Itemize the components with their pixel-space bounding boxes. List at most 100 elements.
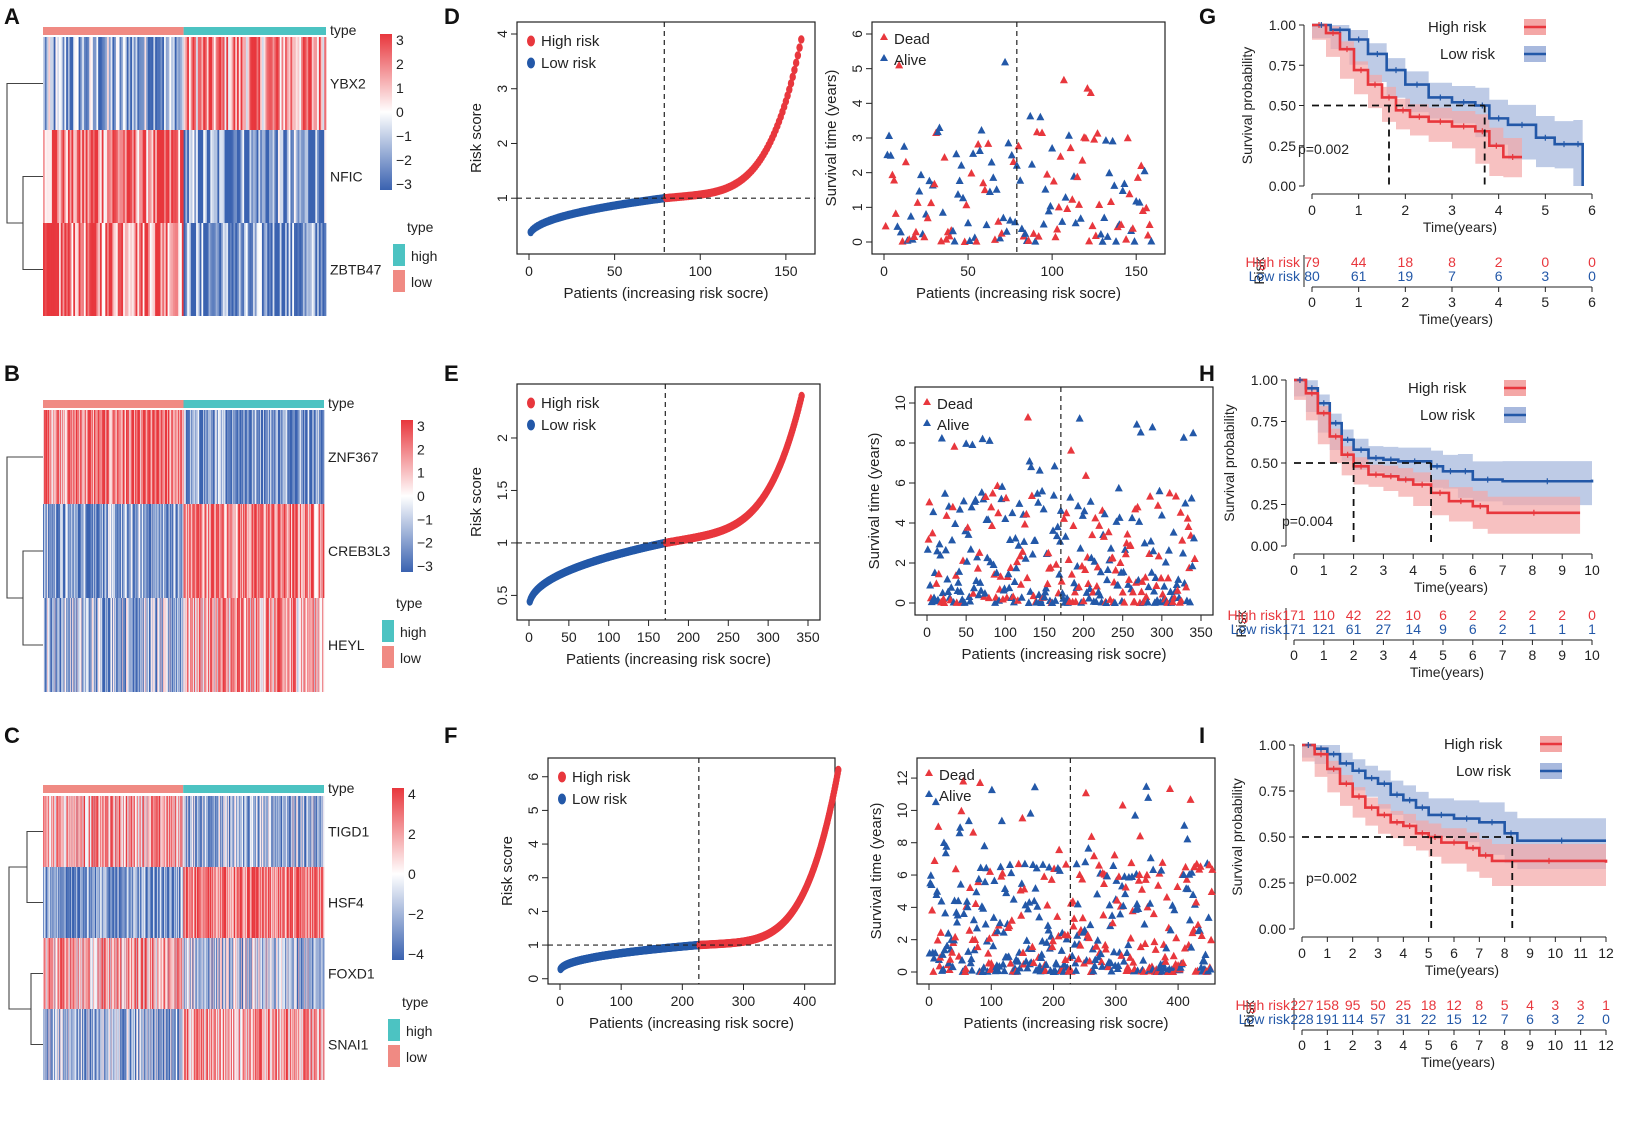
heatmap-cell (170, 598, 172, 692)
heatmap-cell (147, 796, 149, 867)
heatmap-cell (280, 938, 282, 1009)
alive-point (1135, 198, 1144, 206)
heatmap-cell (296, 796, 298, 867)
heatmap-cell (269, 938, 271, 1009)
heatmap-cell (269, 410, 271, 504)
heatmap-cell (251, 938, 253, 1009)
heatmap-cell (240, 1009, 242, 1080)
dead-point (962, 200, 971, 209)
heatmap-cell (213, 867, 215, 938)
heatmap-cell (165, 37, 168, 130)
heatmap-cell (190, 796, 192, 867)
heatmap-cell (196, 1009, 198, 1080)
heatmap-cell (180, 796, 182, 867)
heatmap-cell (264, 1009, 266, 1080)
heatmap-cell (244, 938, 246, 1009)
heatmap-cell (211, 938, 213, 1009)
alive-point (1021, 554, 1030, 562)
heatmap-cell (242, 867, 244, 938)
heatmap-cell (165, 223, 168, 316)
heatmap-cell (72, 796, 74, 867)
heatmap-cell (144, 410, 146, 504)
heatmap-cell (303, 504, 305, 598)
heatmap-cell (128, 223, 131, 316)
heatmap-cell (219, 223, 222, 316)
heatmap-cell (301, 504, 303, 598)
heatmap-cell (257, 1009, 259, 1080)
heatmap-cell (301, 1009, 303, 1080)
heatmap-cell (218, 796, 220, 867)
heatmap-cell (47, 867, 49, 938)
heatmap-cell (178, 598, 180, 692)
heatmap-cell (261, 796, 263, 867)
alive-point (996, 233, 1005, 242)
heatmap-cell (282, 1009, 284, 1080)
heatmap-cell (302, 223, 305, 316)
heatmap-cell (234, 867, 236, 938)
heatmap-cell (63, 867, 65, 938)
heatmap-cell (245, 598, 248, 692)
heatmap-cell (133, 938, 135, 1009)
dead-point (1081, 565, 1090, 574)
heatmap-cell (231, 410, 233, 504)
heatmap-cell (254, 37, 257, 130)
heatmap-cell (74, 796, 76, 867)
heatmap-cell (106, 938, 108, 1009)
heatmap-cell (315, 938, 317, 1009)
heatmap-cell (180, 130, 183, 223)
heatmap-cell (85, 1009, 87, 1080)
y-tick-label: 0 (892, 599, 908, 607)
dead-point (993, 481, 1002, 490)
heatmap-cell (164, 867, 166, 938)
heatmap-cell (112, 867, 114, 938)
heatmap-cell (97, 938, 99, 1009)
heatmap-cell (91, 796, 93, 867)
heatmap-cell (241, 938, 243, 1009)
heatmap-cell (103, 37, 106, 130)
heatmap-cell (49, 598, 51, 692)
heatmap-cell (225, 410, 227, 504)
heatmap-cell (164, 796, 166, 867)
heatmap-cell (165, 938, 167, 1009)
heatmap-cell (177, 938, 178, 1009)
heatmap-cell (262, 938, 264, 1009)
heatmap-cell (296, 504, 299, 598)
heatmap-cell (227, 938, 229, 1009)
heatmap-cell (281, 938, 283, 1009)
heatmap-cell (50, 410, 52, 504)
heatmap-cell (83, 410, 85, 504)
heatmap-cell (299, 410, 301, 504)
heatmap-cell (96, 504, 98, 598)
heatmap-cell (126, 410, 128, 504)
heatmap-cell (206, 796, 208, 867)
heatmap-cell (72, 938, 74, 1009)
heatmap-cell (98, 410, 100, 504)
heatmap-cell (310, 1009, 312, 1080)
heatmap-cell (104, 938, 106, 1009)
heatmap-cell (104, 796, 106, 867)
heatmap-cell (128, 598, 130, 692)
heatmap-cell (211, 410, 213, 504)
heatmap-cell (80, 1009, 82, 1080)
heatmap-cell (73, 598, 75, 692)
heatmap-cell (52, 796, 54, 867)
heatmap-cell (167, 1009, 169, 1080)
heatmap-cell (306, 504, 308, 598)
heatmap-cell (183, 938, 185, 1009)
heatmap-cell (47, 504, 49, 598)
heatmap-cell (286, 504, 288, 598)
heatmap-cell (173, 504, 175, 598)
heatmap-cell (224, 410, 226, 504)
heatmap-cell (79, 938, 81, 1009)
heatmap-cell (272, 796, 274, 867)
heatmap-cell (210, 796, 212, 867)
heatmap-cell (257, 938, 259, 1009)
heatmap-cell (141, 598, 143, 692)
heatmap-cell (192, 223, 195, 316)
alive-point (1075, 414, 1084, 422)
heatmap-cell (313, 130, 316, 223)
heatmap-cell (70, 598, 72, 692)
heatmap-cell (148, 598, 151, 692)
